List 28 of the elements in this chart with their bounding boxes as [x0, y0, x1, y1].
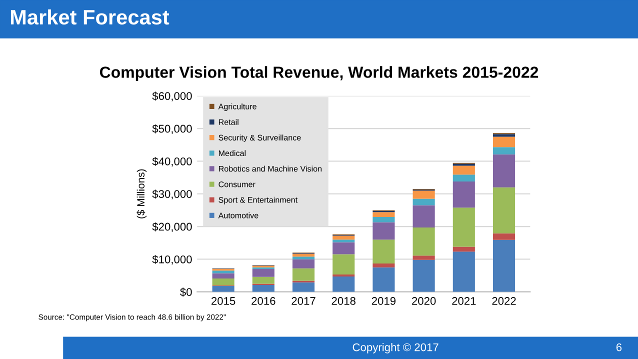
x-tick-label: 2018 [332, 297, 356, 305]
y-axis-title: ($ Millions) [136, 169, 147, 218]
x-tick-label: 2020 [412, 297, 436, 305]
legend-label: Agriculture [218, 103, 256, 111]
x-tick-label: 2022 [492, 297, 516, 305]
legend-label: Sport & Entertainment [218, 196, 298, 204]
legend-label: Automotive [218, 212, 258, 218]
legend-label: Retail [218, 119, 238, 125]
legend-label: Medical [218, 150, 246, 156]
y-tick-label: $30,000 [152, 190, 192, 200]
y-tick-label: $40,000 [152, 156, 192, 167]
legend-label: Robotics and Machine Vision [218, 166, 322, 172]
x-tick-label: 2021 [452, 297, 476, 305]
y-tick-label: $50,000 [152, 124, 192, 134]
x-tick-label: 2015 [212, 297, 236, 305]
y-tick-label: $60,000 [152, 92, 192, 102]
text: 6 [616, 343, 622, 352]
legend-label: Consumer [218, 181, 256, 188]
y-tick-label: $10,000 [152, 255, 192, 265]
y-tick-label: $20,000 [152, 222, 192, 232]
text: Copyright © 2017 [352, 343, 438, 354]
x-tick-label: 2016 [252, 297, 276, 305]
chart-title: Market Forecast [10, 9, 170, 25]
x-tick-label: 2019 [372, 297, 396, 305]
y-tick-label: $0 [180, 288, 192, 297]
legend-label: Security & Surveillance [218, 134, 301, 142]
chart-subtitle: Computer Vision Total Revenue, World Markets 2015-2022 [100, 66, 538, 82]
x-tick-label: 2017 [292, 297, 316, 305]
